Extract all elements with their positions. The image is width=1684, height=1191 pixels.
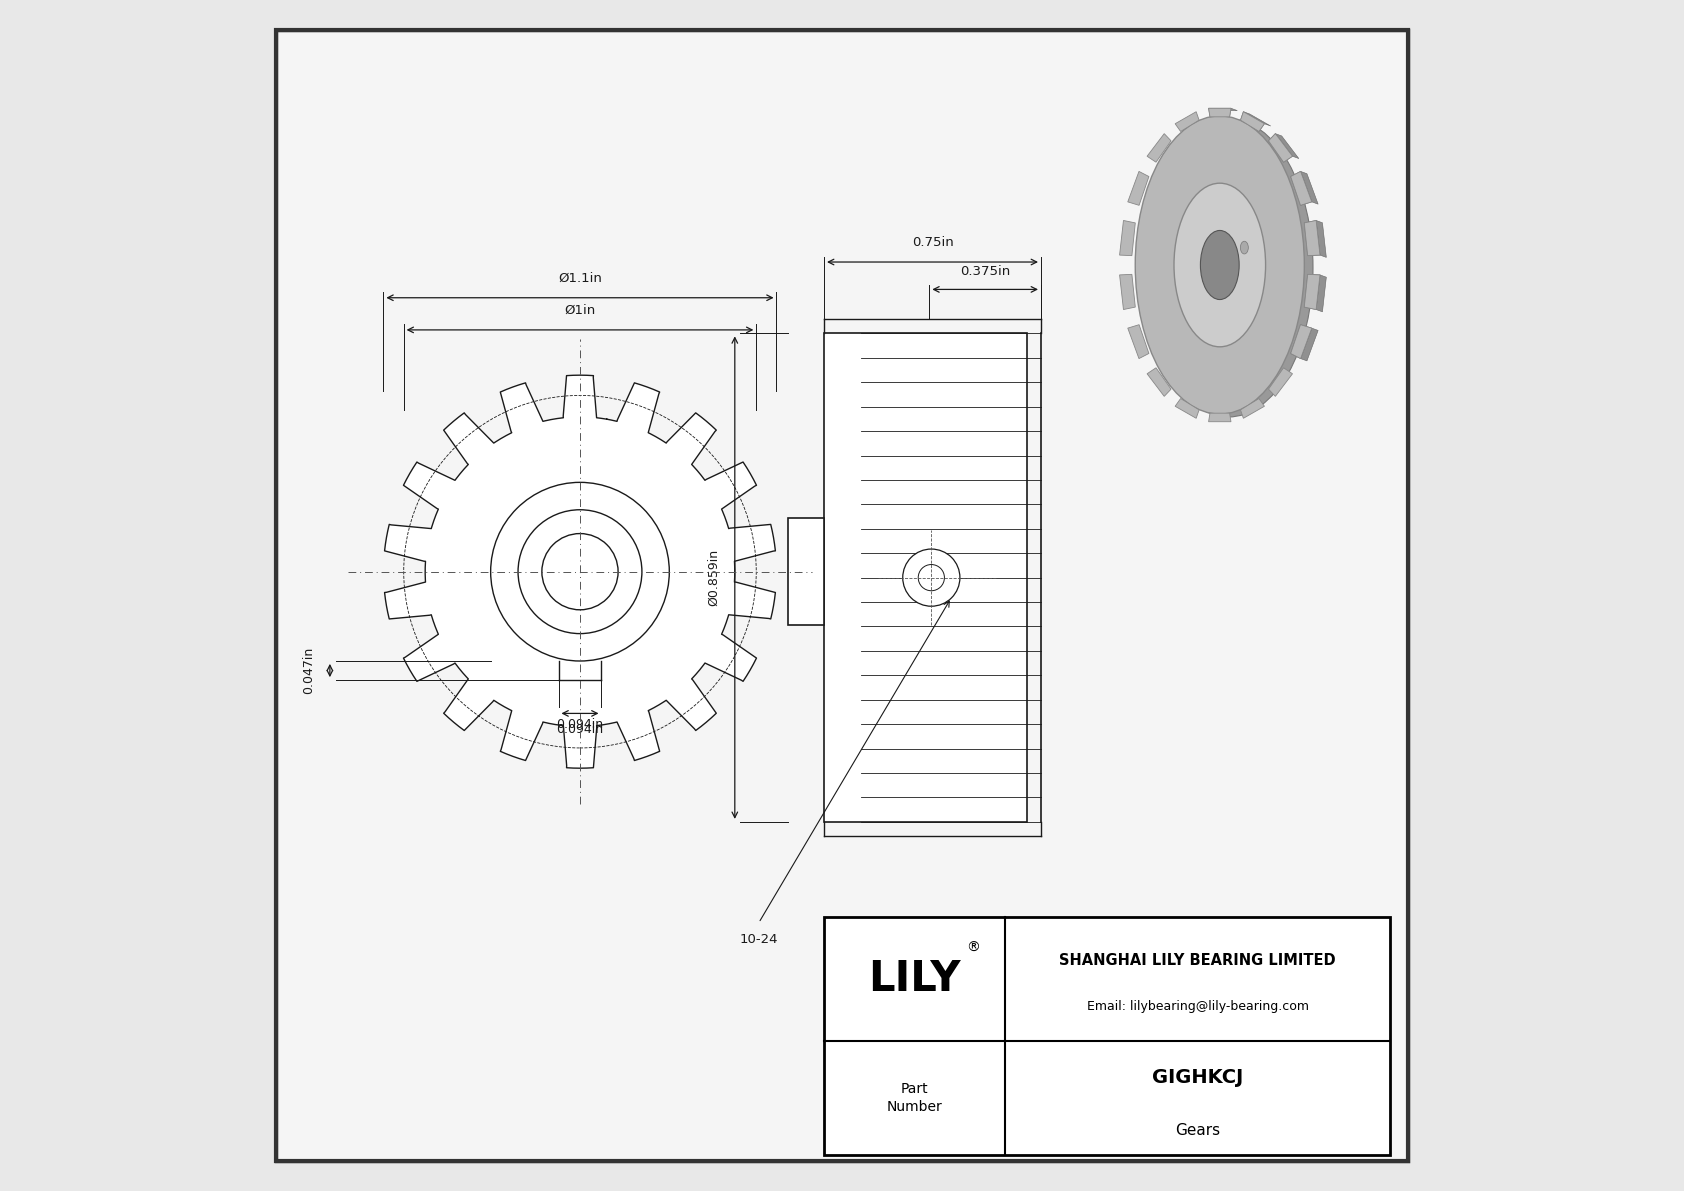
Polygon shape (1305, 220, 1320, 256)
Bar (823, 333, 1027, 822)
Polygon shape (384, 375, 775, 768)
Ellipse shape (1241, 242, 1248, 254)
Ellipse shape (1201, 230, 1239, 300)
Text: Ø1.1in: Ø1.1in (557, 272, 601, 285)
Text: Ø1in: Ø1in (564, 304, 596, 317)
Circle shape (519, 510, 642, 634)
Text: 10-24: 10-24 (739, 933, 778, 946)
Circle shape (903, 549, 960, 606)
Polygon shape (1305, 220, 1320, 256)
Polygon shape (1290, 172, 1312, 205)
Circle shape (542, 534, 618, 610)
Text: Part
Number: Part Number (887, 1081, 943, 1115)
Polygon shape (1275, 133, 1298, 158)
Polygon shape (1128, 172, 1148, 205)
Polygon shape (1241, 112, 1265, 131)
Ellipse shape (1174, 183, 1266, 347)
Polygon shape (1305, 274, 1320, 310)
Polygon shape (1300, 329, 1319, 361)
Ellipse shape (1143, 119, 1314, 417)
Text: SHANGHAI LILY BEARING LIMITED: SHANGHAI LILY BEARING LIMITED (1059, 953, 1335, 968)
Polygon shape (1243, 112, 1271, 126)
Circle shape (490, 482, 669, 661)
Text: Email: lilybearing@lily-bearing.com: Email: lilybearing@lily-bearing.com (1086, 999, 1308, 1012)
Text: LILY: LILY (869, 958, 962, 1000)
Polygon shape (1209, 108, 1238, 111)
Text: 0.094in: 0.094in (556, 718, 603, 731)
Polygon shape (1241, 399, 1265, 418)
Text: Gears: Gears (1175, 1123, 1221, 1137)
Circle shape (918, 565, 945, 591)
Polygon shape (1317, 220, 1327, 257)
Polygon shape (1209, 413, 1231, 422)
Polygon shape (1268, 368, 1293, 397)
Polygon shape (1305, 274, 1320, 310)
Polygon shape (1147, 368, 1170, 397)
Text: 0.047in: 0.047in (303, 647, 315, 694)
Text: Ø0.859in: Ø0.859in (707, 549, 721, 606)
Ellipse shape (1135, 116, 1305, 414)
Polygon shape (1120, 274, 1135, 310)
Polygon shape (1268, 133, 1293, 162)
Polygon shape (1209, 108, 1231, 117)
Bar (788, 518, 823, 625)
Text: ®: ® (965, 941, 980, 955)
Polygon shape (1300, 172, 1319, 204)
Text: 0.094in: 0.094in (556, 723, 603, 736)
Polygon shape (1290, 325, 1312, 358)
Polygon shape (1175, 112, 1199, 131)
Polygon shape (1120, 220, 1135, 256)
Text: 0.375in: 0.375in (960, 264, 1010, 278)
Polygon shape (1290, 172, 1312, 205)
Text: GIGHKCJ: GIGHKCJ (1152, 1068, 1243, 1087)
Bar (823, 917, 1389, 1155)
Polygon shape (1128, 325, 1148, 358)
Polygon shape (1209, 108, 1231, 117)
Polygon shape (1317, 275, 1327, 312)
Polygon shape (1147, 133, 1170, 162)
Polygon shape (1268, 133, 1293, 162)
Text: 0.75in: 0.75in (911, 236, 953, 249)
Polygon shape (1290, 325, 1312, 358)
Polygon shape (1175, 399, 1199, 418)
Polygon shape (1241, 112, 1265, 131)
